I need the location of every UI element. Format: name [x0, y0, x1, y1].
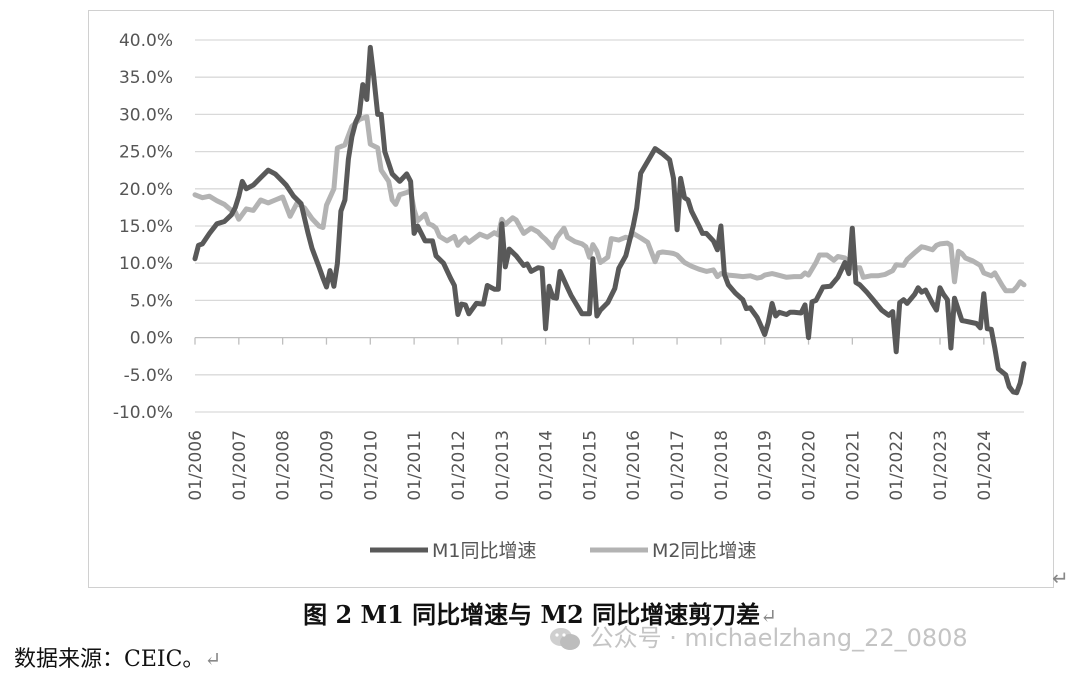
y-tick-label: -5.0% — [124, 366, 173, 386]
legend-item-m1: M1同比增速 — [370, 540, 536, 562]
x-tick-label: 01/2020 — [800, 430, 820, 501]
caption-paragraph-mark: ↵ — [760, 604, 777, 628]
y-tick-label: -10.0% — [113, 403, 173, 423]
series-lines — [192, 44, 1027, 396]
x-tick-label: 01/2018 — [712, 430, 732, 501]
y-tick-label: 15.0% — [119, 217, 173, 237]
y-tick-label: 5.0% — [130, 291, 173, 311]
y-tick-label: 30.0% — [119, 105, 173, 125]
source-text: 数据来源：CEIC。 — [14, 647, 205, 672]
y-tick-label: 25.0% — [119, 143, 173, 163]
x-tick-label: 01/2016 — [624, 430, 644, 501]
y-tick-label: 0.0% — [130, 329, 173, 349]
y-tick-label: 40.0% — [119, 31, 173, 51]
x-tick-label: 01/2006 — [186, 430, 206, 501]
y-axis: 40.0% 35.0% 30.0% 25.0% 20.0% 15.0% 10.0% 5.0% 0… — [113, 31, 173, 423]
x-tick-label: 01/2015 — [580, 430, 600, 501]
watermark: 公众号 · michaelzhang_22_0808 — [548, 618, 968, 653]
y-tick-label: 20.0% — [119, 180, 173, 200]
legend: M1同比增速 M2同比增速 — [370, 540, 756, 562]
x-tick-label: 01/2007 — [230, 430, 250, 501]
source-paragraph-mark: ↵ — [204, 647, 222, 671]
y-tick-label: 10.0% — [119, 254, 173, 274]
x-tick-label: 01/2013 — [493, 430, 513, 501]
figure-caption: 图 2 M1 同比增速与 M2 同比增速剪刀差↵ — [0, 595, 1080, 630]
x-tick-label: 01/2011 — [405, 430, 425, 501]
x-tick-label: 01/2023 — [931, 430, 951, 501]
wechat-icon — [550, 628, 580, 650]
x-tick-label: 01/2008 — [274, 430, 294, 501]
x-tick-label: 01/2022 — [887, 430, 907, 501]
series-m1-line — [192, 44, 1027, 396]
x-tick-label: 01/2017 — [668, 430, 688, 501]
chart-frame — [88, 10, 1054, 588]
caption-text: 图 2 M1 同比增速与 M2 同比增速剪刀差 — [303, 600, 761, 629]
x-axis: 01/2006 01/2007 01/2008 01/2009 01/2010 01/20… — [186, 337, 995, 501]
x-tick-label: 01/2024 — [975, 430, 995, 501]
x-tick-label: 01/2021 — [843, 430, 863, 501]
x-tick-label: 01/2012 — [449, 430, 469, 501]
legend-label: M2同比增速 — [652, 540, 756, 562]
paragraph-mark: ↵ — [1052, 566, 1069, 590]
watermark-text: 公众号 · michaelzhang_22_0808 — [589, 624, 968, 652]
x-tick-label: 01/2014 — [537, 430, 557, 501]
y-tick-label: 35.0% — [119, 68, 173, 88]
x-tick-label: 01/2010 — [361, 430, 381, 501]
legend-item-m2: M2同比增速 — [590, 540, 756, 562]
legend-label: M1同比增速 — [432, 540, 536, 562]
data-source-note: 数据来源：CEIC。↵ — [14, 641, 221, 673]
x-tick-label: 01/2019 — [756, 430, 776, 501]
x-tick-label: 01/2009 — [317, 430, 337, 501]
